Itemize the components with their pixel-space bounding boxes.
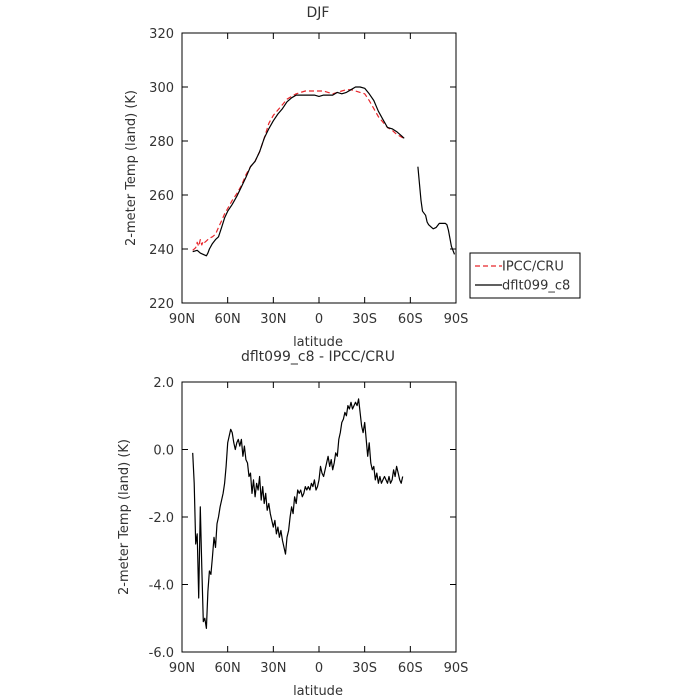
y-tick-label: 0.0 bbox=[153, 444, 174, 459]
chart-panel-djf: DJF 90N 60N 30N 0 30S 60S 90S 220 240 260 280 300 32… bbox=[124, 5, 581, 350]
ticks-layer: 90N 60N 30N 0 30S 60S 90S -6.0 -4.0 -2.0 0.0 2.0 bbox=[149, 376, 469, 676]
legend: IPCC/CRU dflt099_c8 bbox=[469, 252, 581, 299]
y-axis-label: 2-meter Temp (land) (K) bbox=[124, 90, 139, 246]
y-tick-label: -2.0 bbox=[149, 511, 174, 526]
x-tick-label: 90S bbox=[444, 312, 469, 327]
series-line-ipcc-cru bbox=[192, 89, 405, 251]
x-tick-label: 90N bbox=[169, 312, 195, 327]
ticks-layer: 90N 60N 30N 0 30S 60S 90S 220 240 260 280 300 320 bbox=[149, 27, 468, 327]
chart-panel-difference: dflt099_c8 - IPCC/CRU 90N 60N 30N 0 30S 60S 90… bbox=[117, 349, 468, 699]
y-tick-label: 320 bbox=[149, 27, 174, 42]
series-line-dflt099-c8 bbox=[417, 166, 456, 255]
y-axis-label: 2-meter Temp (land) (K) bbox=[117, 439, 132, 595]
x-tick-label: 90S bbox=[444, 661, 469, 676]
x-tick-label: 0 bbox=[315, 661, 323, 676]
chart-title: dflt099_c8 - IPCC/CRU bbox=[241, 349, 395, 365]
plot-frame bbox=[181, 32, 457, 304]
x-axis-label: latitude bbox=[293, 335, 343, 350]
series-layer bbox=[192, 398, 404, 630]
x-tick-label: 30N bbox=[260, 661, 286, 676]
x-tick-label: 0 bbox=[315, 312, 323, 327]
y-tick-label: 300 bbox=[149, 81, 174, 96]
y-tick-label: -4.0 bbox=[149, 579, 174, 594]
x-tick-label: 30N bbox=[260, 312, 286, 327]
series-layer bbox=[192, 86, 456, 257]
chart-title: DJF bbox=[307, 5, 330, 21]
y-tick-label: 220 bbox=[149, 297, 174, 312]
legend-box bbox=[469, 252, 581, 299]
x-axis-label: latitude bbox=[293, 684, 343, 699]
x-tick-label: 60S bbox=[398, 661, 423, 676]
y-tick-label: 260 bbox=[149, 189, 174, 204]
legend-label-ipcc-cru: IPCC/CRU bbox=[502, 260, 564, 275]
x-tick-label: 60N bbox=[215, 661, 241, 676]
y-tick-label: 280 bbox=[149, 135, 174, 150]
x-tick-label: 60S bbox=[398, 312, 423, 327]
y-tick-label: 2.0 bbox=[153, 376, 174, 391]
x-tick-label: 30S bbox=[352, 661, 377, 676]
x-tick-label: 90N bbox=[169, 661, 195, 676]
series-line-dflt099-c8 bbox=[192, 86, 405, 257]
plot-frame bbox=[181, 381, 457, 653]
legend-label-dflt099-c8: dflt099_c8 bbox=[502, 279, 570, 294]
x-tick-label: 60N bbox=[215, 312, 241, 327]
y-tick-label: -6.0 bbox=[149, 646, 174, 661]
x-tick-label: 30S bbox=[352, 312, 377, 327]
y-tick-label: 240 bbox=[149, 243, 174, 258]
series-line-difference bbox=[192, 398, 404, 630]
